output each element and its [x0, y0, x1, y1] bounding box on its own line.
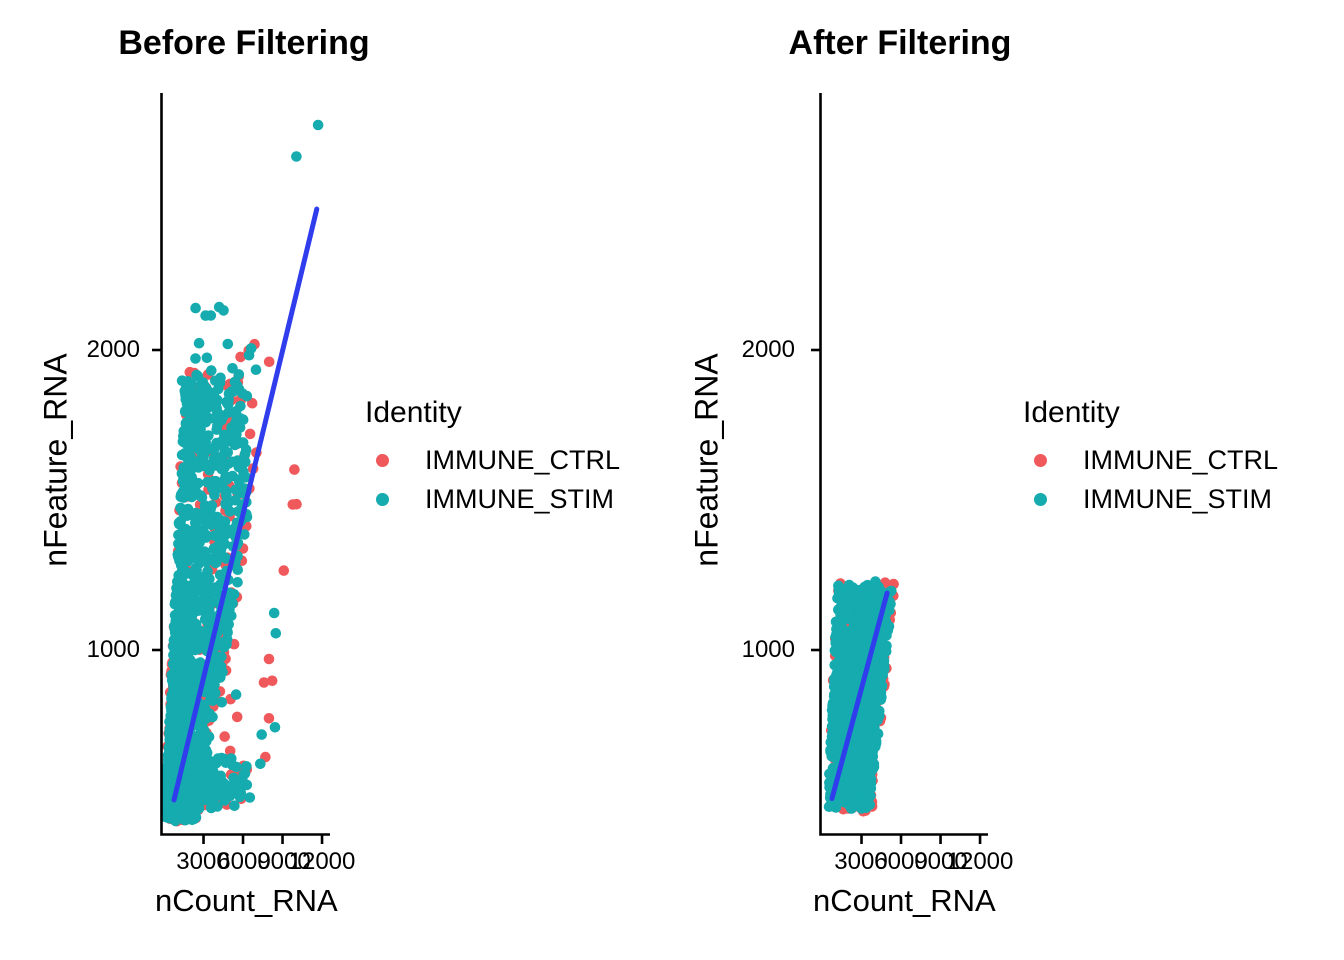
x-tick-label: 3000: [176, 848, 230, 875]
y-tick-label: 2000: [86, 336, 140, 363]
scatter-plot-after: [811, 93, 988, 844]
legend-label: IMMUNE_STIM: [1083, 483, 1272, 514]
legend-swatch-ctrl-icon: [376, 453, 389, 467]
y-tick-label: 1000: [86, 636, 140, 663]
x-tick-label: 6000: [217, 848, 271, 875]
legend-label: IMMUNE_CTRL: [1083, 444, 1279, 475]
legend-title: Identity: [1023, 396, 1120, 429]
legend-title: Identity: [365, 396, 462, 429]
legend-swatch-ctrl-icon: [1034, 453, 1047, 467]
x-tick-label: 12000: [288, 848, 356, 875]
legend-item-immune-stim: IMMUNE_STIM: [365, 483, 685, 514]
y-tick-label: 2000: [741, 336, 795, 363]
x-axis-title-after: nCount_RNA: [813, 883, 996, 918]
panel-title-after: After Filtering: [788, 24, 1012, 62]
legend-before: Identity IMMUNE_CTRL IMMUNE_STIM: [365, 396, 685, 514]
legend-swatch-stim-icon: [1034, 492, 1047, 506]
y-tick-label: 1000: [741, 636, 795, 663]
legend-label: IMMUNE_CTRL: [425, 444, 621, 475]
x-axis-title-before: nCount_RNA: [155, 883, 338, 918]
legend-item-immune-stim: IMMUNE_STIM: [1023, 483, 1343, 514]
x-tick-label: 12000: [946, 848, 1014, 875]
x-tick-label: 6000: [874, 848, 928, 875]
legend-after: Identity IMMUNE_CTRL IMMUNE_STIM: [1023, 396, 1343, 514]
x-tick-label: 3000: [834, 848, 888, 875]
scatter-plot-before: [152, 93, 330, 844]
legend-label: IMMUNE_STIM: [425, 483, 614, 514]
legend-item-immune-ctrl: IMMUNE_CTRL: [1023, 444, 1343, 475]
x-tick-label: 9000: [257, 848, 311, 875]
legend-item-immune-ctrl: IMMUNE_CTRL: [365, 444, 685, 475]
panel-title-before: Before Filtering: [118, 24, 370, 62]
y-axis-title-before: nFeature_RNA: [37, 353, 74, 567]
legend-swatch-stim-icon: [376, 492, 389, 506]
y-axis-title-after: nFeature_RNA: [688, 353, 725, 567]
x-tick-label: 9000: [914, 848, 968, 875]
